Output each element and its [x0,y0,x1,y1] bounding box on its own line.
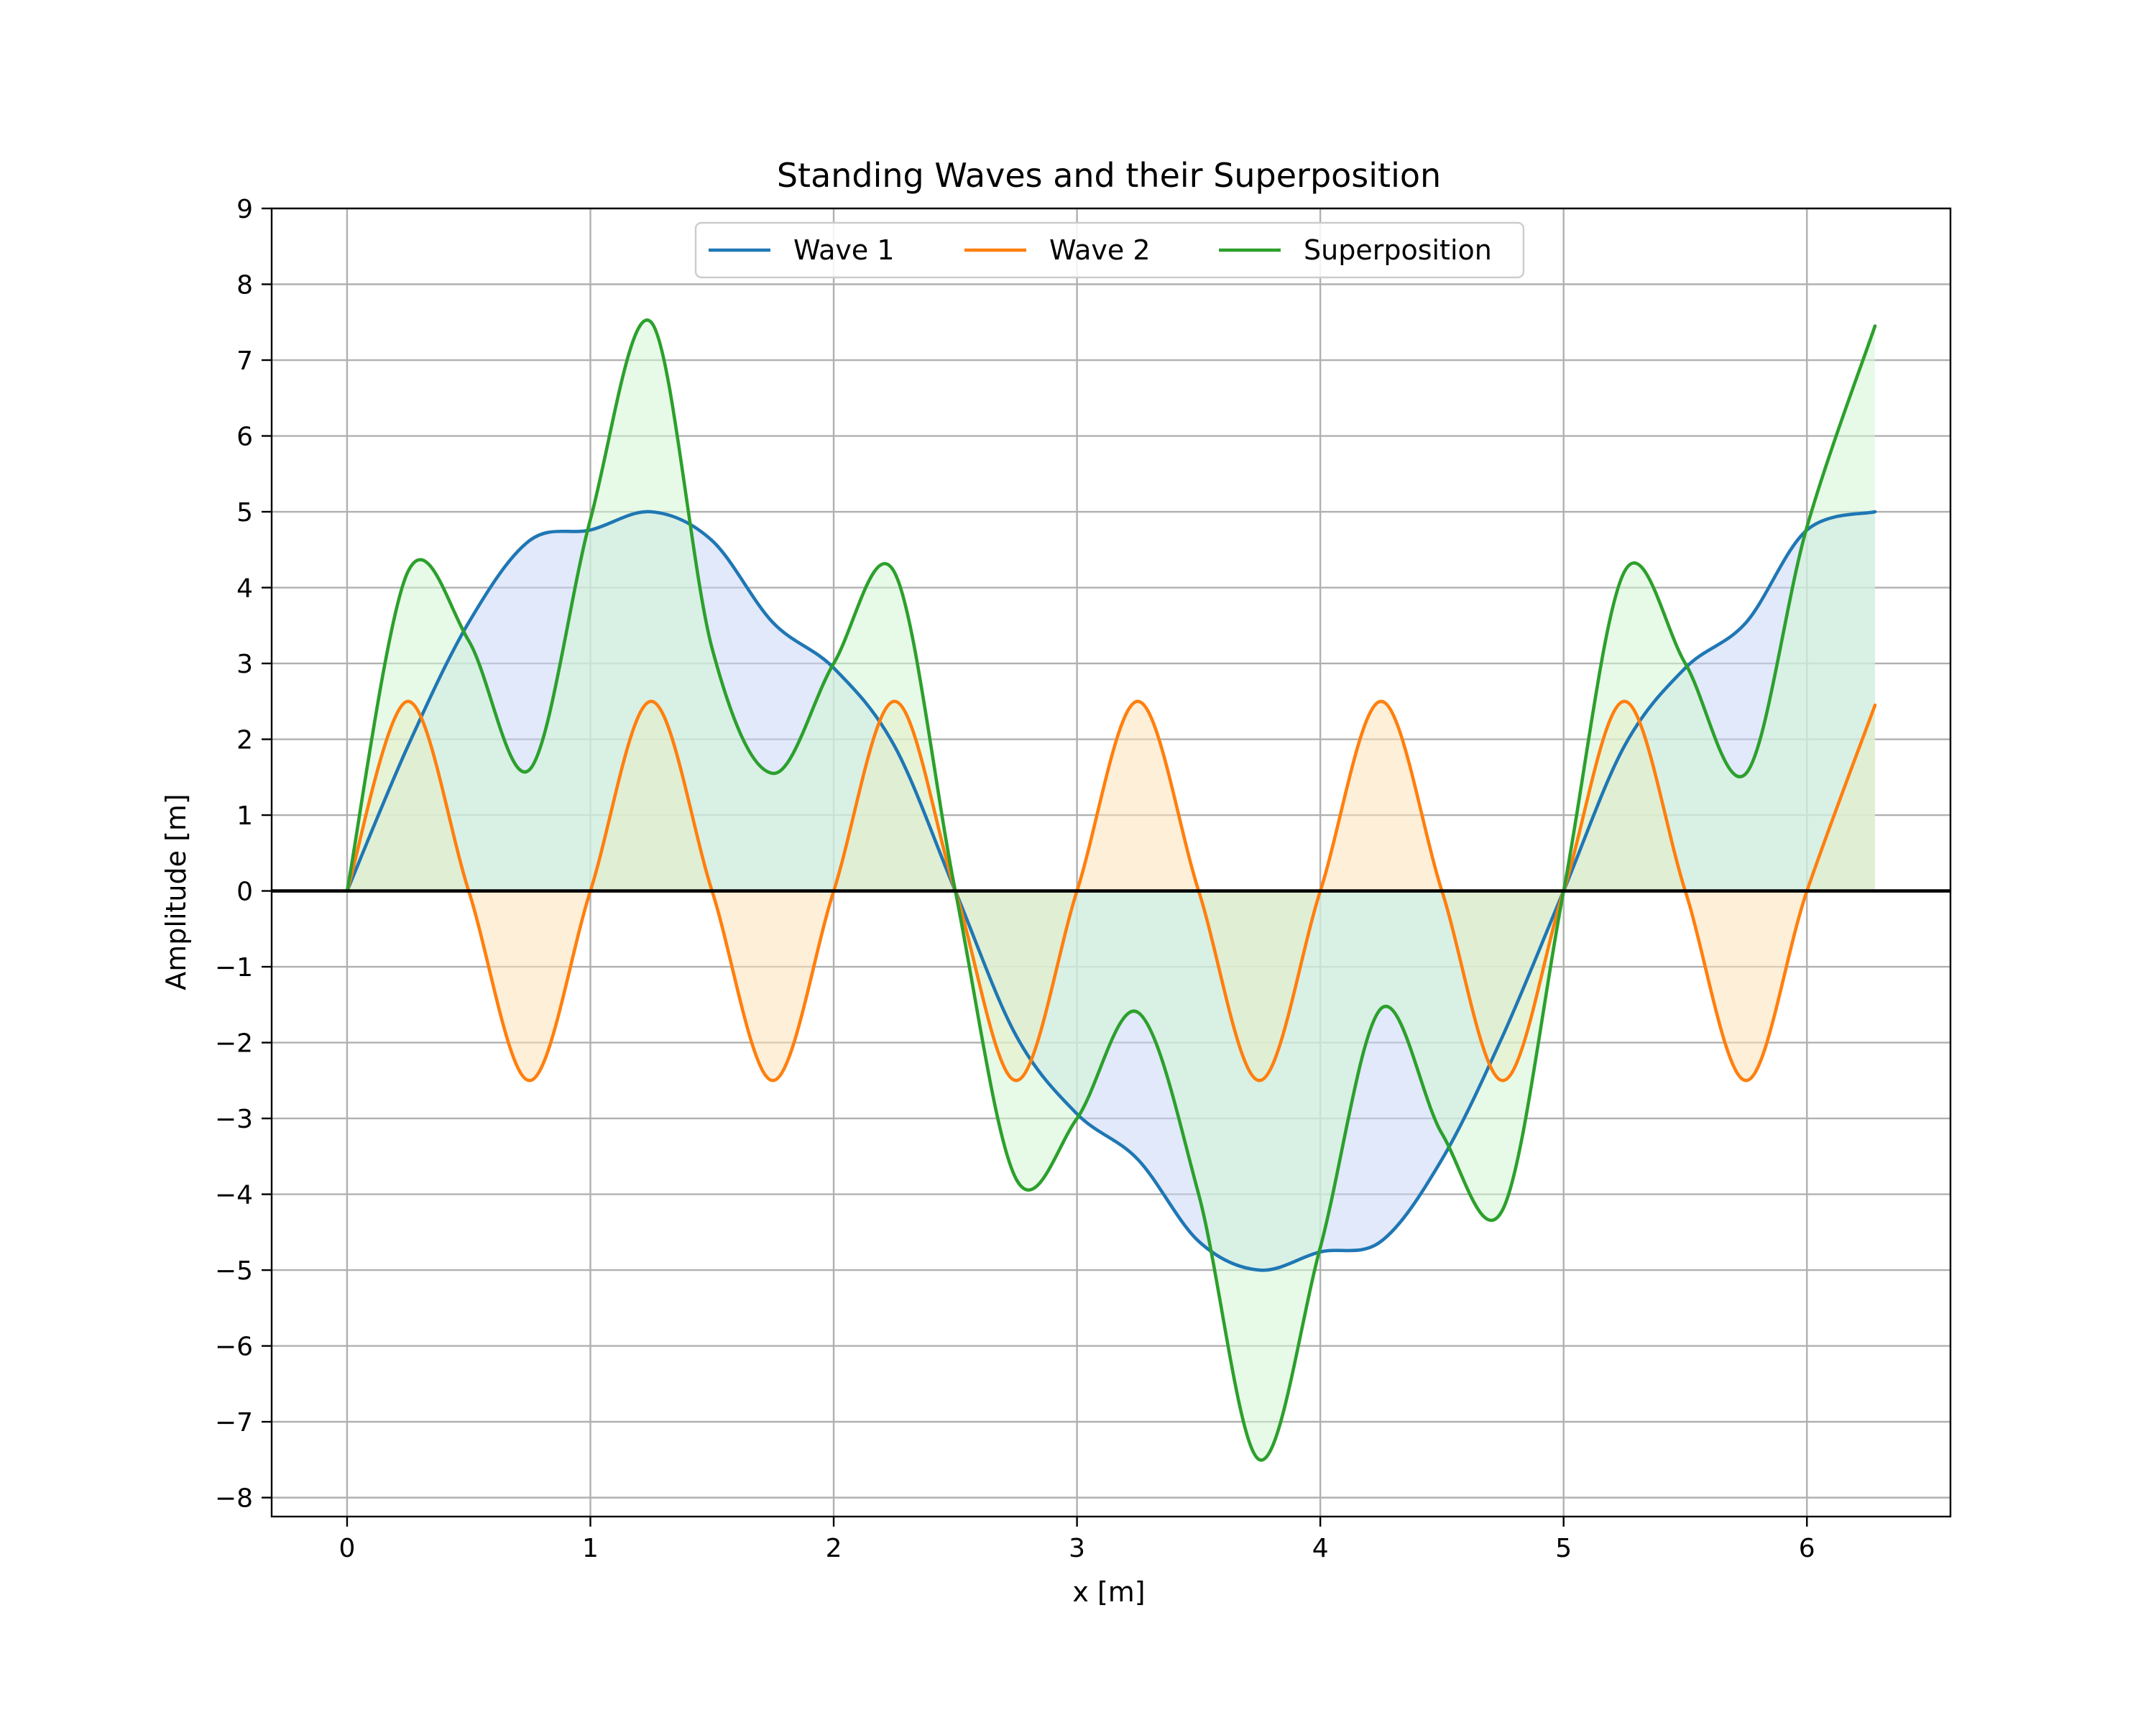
y-tick-label: 8 [236,271,253,300]
y-tick-label: −5 [215,1256,253,1286]
y-tick-label: −4 [215,1181,253,1210]
x-axis-label: x [m] [1072,1576,1145,1608]
x-tick-label: 3 [1069,1534,1085,1563]
x-tick-label: 5 [1555,1534,1572,1563]
x-tick-label: 4 [1312,1534,1329,1563]
y-tick-label: −2 [215,1029,253,1059]
y-tick-label: −7 [215,1408,253,1438]
x-tick-label: 1 [582,1534,599,1563]
y-tick-label: −8 [215,1484,253,1514]
series-line-2 [345,699,1877,1082]
legend-frame [694,221,1525,279]
y-axis-label: Amplitude [m] [160,794,192,990]
legend-label-1: Wave 1 [793,234,895,266]
y-tick-label: 3 [236,650,253,679]
y-tick-label: −3 [215,1105,253,1134]
y-tick-label: 0 [236,878,253,907]
y-tick-label: 9 [236,195,253,224]
series-line-3 [345,318,1877,1462]
y-tick-label: 1 [236,801,253,831]
legend-label-2: Wave 2 [1049,234,1151,266]
x-tick-label: 2 [826,1534,842,1563]
series-fill-3 [347,320,1875,1460]
chart-title: Standing Waves and their Superposition [777,156,1441,195]
x-tick-label: 6 [1799,1534,1815,1563]
y-tick-label: 7 [236,346,253,376]
legend: Wave 1 Wave 2 Superposition [694,221,1525,279]
y-tick-label: 4 [236,574,253,604]
y-tick-label: 2 [236,726,253,755]
axes-frame [270,207,1952,1518]
y-tick-label: −6 [215,1333,253,1362]
y-tick-label: 5 [236,498,253,528]
legend-label-3: Superposition [1304,234,1492,266]
y-tick-label: −1 [215,953,253,983]
series-line-1 [345,510,1877,1272]
y-tick-label: 6 [236,423,253,452]
x-tick-label: 0 [338,1534,355,1563]
plot-area: 0 1 2 3 4 5 6 −8 −7 −6 −5 −4 −3 −2 −1 0 1 2 3 4 5 6 7 8 9 [215,195,1952,1563]
